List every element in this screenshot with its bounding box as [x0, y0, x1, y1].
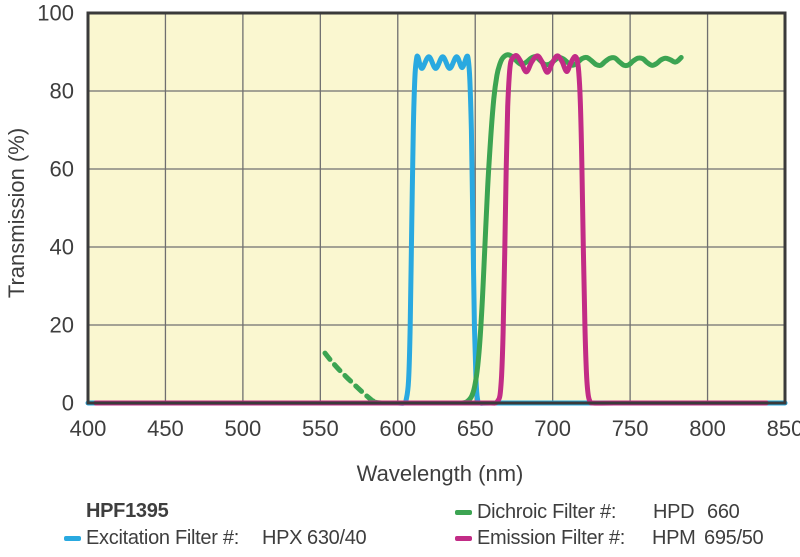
excitation-band-value: 630/40: [307, 527, 367, 549]
y-tick-label: 0: [62, 391, 74, 416]
filter-set-model: HPF1395: [86, 500, 169, 522]
emission-legend-dash: [455, 536, 472, 541]
y-tick-label: 80: [50, 79, 74, 104]
y-tick-label: 60: [50, 157, 74, 182]
emission-part-number: HPM: [652, 527, 696, 549]
x-tick-label: 800: [689, 416, 726, 441]
excitation-legend-dash: [64, 536, 81, 541]
emission-legend-label: Emission Filter #:: [477, 527, 625, 549]
dichroic-part-number: HPD: [653, 501, 695, 523]
x-tick-label: 650: [457, 416, 494, 441]
spectra-chart: 0 20 40 60 80 100 400 450 500 550 600 650 700 750 800 8…: [37, 1, 800, 442]
y-tick-label: 100: [37, 1, 74, 26]
x-tick-label: 850: [767, 416, 800, 441]
x-tick-label: 450: [147, 416, 184, 441]
plot-background: [88, 13, 785, 403]
plot-frame: [86, 11, 787, 405]
x-tick-label: 700: [534, 416, 571, 441]
dichroic-band-value: 660: [707, 501, 740, 523]
x-axis-title: Wavelength (nm): [356, 461, 524, 486]
dichroic-filter-hpd-660-sub-edge-dashed--curve: [322, 350, 378, 405]
x-tick-label: 500: [225, 416, 262, 441]
dichroic-legend-dash: [455, 510, 472, 515]
x-tick-label: 550: [302, 416, 339, 441]
emission-band-value: 695/50: [704, 527, 764, 549]
x-tick-label: 400: [70, 416, 107, 441]
y-tick-label: 40: [50, 235, 74, 260]
y-axis-title: Transmission (%): [4, 127, 29, 299]
y-tick-label: 20: [50, 313, 74, 338]
excitation-legend-label: Excitation Filter #:: [86, 527, 239, 549]
dichroic-legend-label: Dichroic Filter #:: [477, 501, 617, 523]
x-tick-label: 750: [612, 416, 649, 441]
x-tick-label: 600: [379, 416, 416, 441]
excitation-part-number: HPX: [262, 527, 303, 549]
